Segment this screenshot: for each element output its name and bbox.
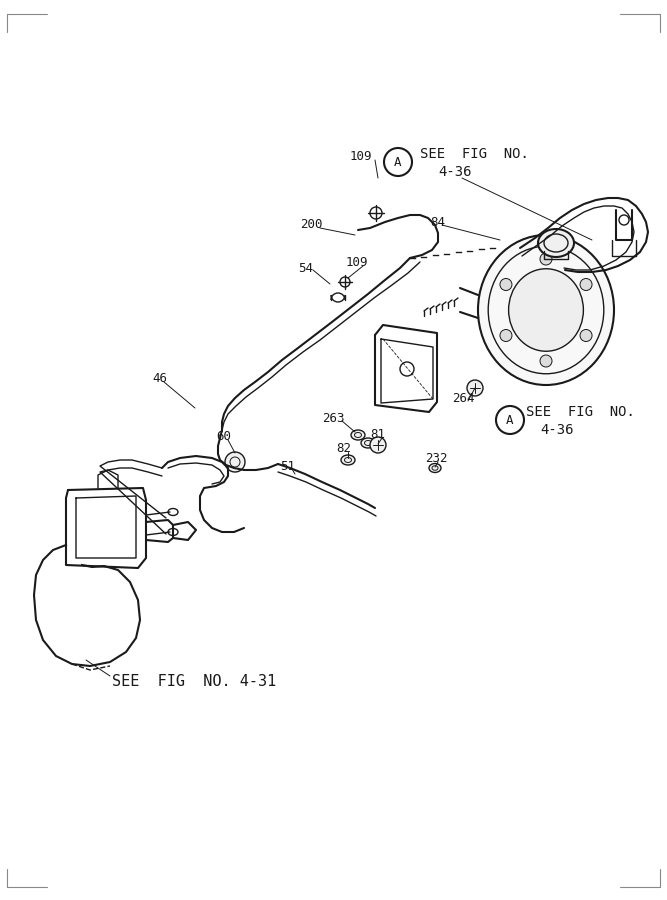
Circle shape: [370, 437, 386, 453]
Ellipse shape: [429, 464, 441, 472]
Circle shape: [540, 253, 552, 265]
Ellipse shape: [478, 235, 614, 385]
Ellipse shape: [538, 229, 574, 257]
Circle shape: [500, 329, 512, 341]
Text: 84: 84: [430, 215, 445, 229]
Text: 54: 54: [298, 262, 313, 274]
Text: 81: 81: [370, 428, 385, 440]
Circle shape: [467, 380, 483, 396]
Circle shape: [540, 355, 552, 367]
Ellipse shape: [351, 430, 365, 440]
Text: 51: 51: [280, 460, 295, 473]
Circle shape: [500, 278, 512, 291]
Text: 46: 46: [152, 372, 167, 384]
Text: SEE  FIG  NO. 4-31: SEE FIG NO. 4-31: [112, 674, 276, 689]
Text: A: A: [506, 413, 514, 427]
Text: 109: 109: [350, 150, 372, 164]
Text: 4-36: 4-36: [540, 423, 574, 437]
Text: 82: 82: [336, 442, 351, 454]
Text: A: A: [394, 156, 402, 168]
Text: 60: 60: [216, 429, 231, 443]
Text: 263: 263: [322, 411, 344, 425]
Ellipse shape: [509, 269, 584, 351]
Ellipse shape: [361, 438, 375, 448]
Text: 200: 200: [300, 219, 323, 231]
Circle shape: [580, 329, 592, 341]
Circle shape: [225, 452, 245, 472]
Circle shape: [580, 278, 592, 291]
Ellipse shape: [341, 455, 355, 465]
Text: SEE  FIG  NO.: SEE FIG NO.: [526, 405, 635, 419]
Text: 232: 232: [425, 452, 448, 464]
Text: 109: 109: [346, 256, 368, 269]
Text: 264: 264: [452, 392, 474, 404]
Text: SEE  FIG  NO.: SEE FIG NO.: [420, 147, 529, 161]
Text: 4-36: 4-36: [438, 165, 472, 179]
